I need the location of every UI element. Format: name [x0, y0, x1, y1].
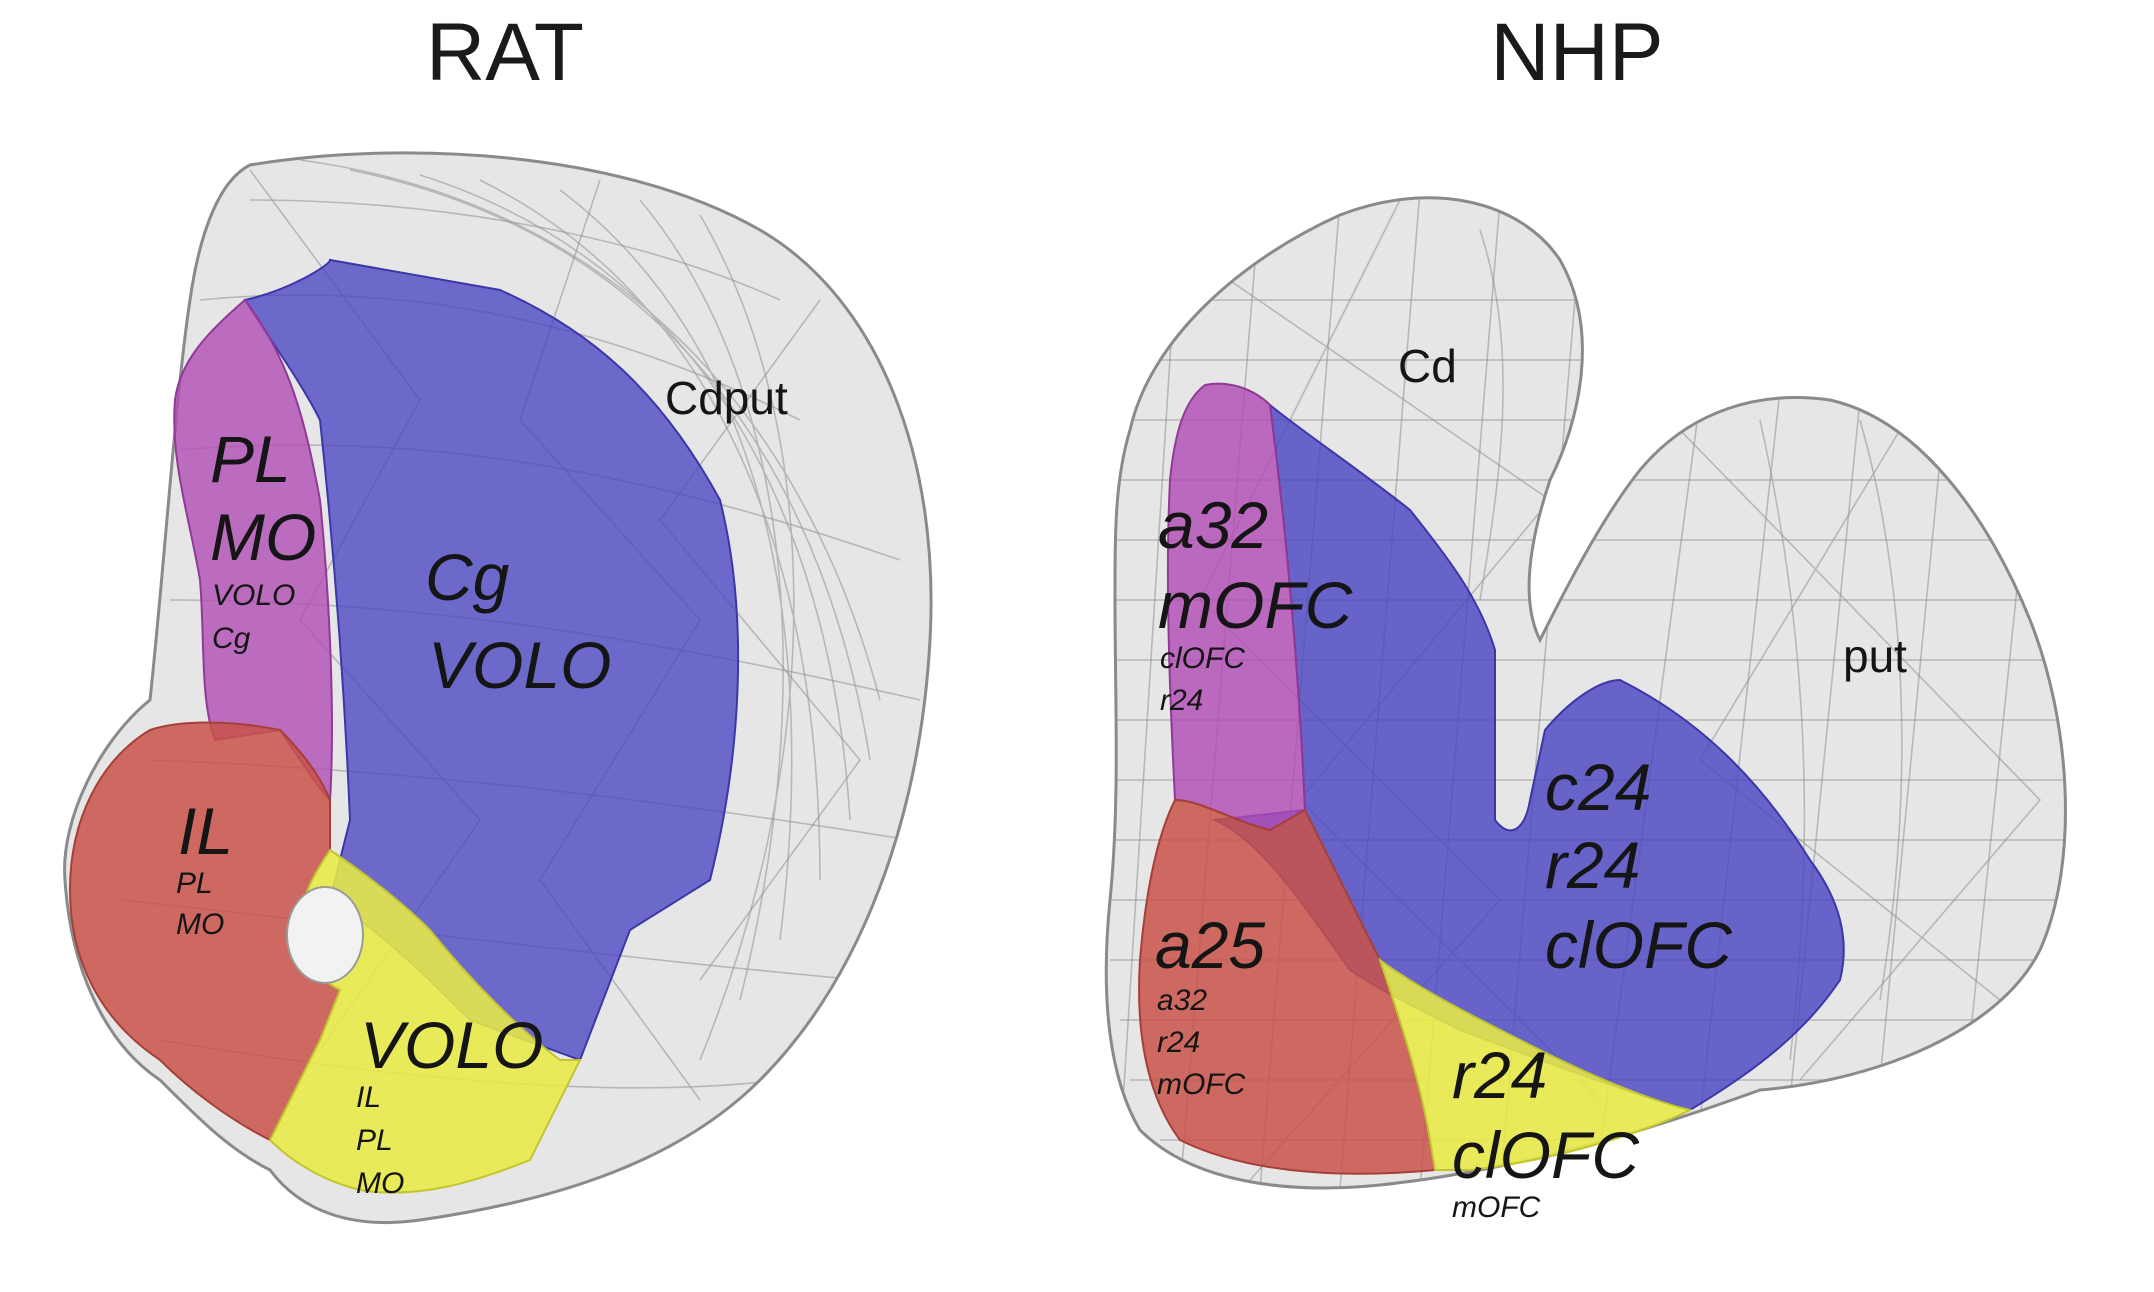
nhp-region-r24: [1378, 957, 1693, 1171]
rat-il-main-label: IL: [178, 794, 233, 868]
nhp-region-a25: [1138, 798, 1437, 1175]
nhp-r24-sub-label-1: mOFC: [1452, 1191, 1541, 1224]
rat-volo-sub-label-3: MO: [356, 1167, 404, 1200]
rat-title: RAT: [426, 7, 584, 98]
rat-pl-sub-label-1: VOLO: [212, 579, 295, 612]
nhp-panel: NHP Cd put a32 mOFC clOFC r24 c24 r24 cl…: [1104, 7, 2067, 1224]
rat-panel: RAT Cdput PL MO VOLO Cg Cg VOLO IL PL MO…: [63, 7, 933, 1224]
rat-volo-sub-label-2: PL: [356, 1124, 393, 1157]
nhp-a32-sub-label-1: clOFC: [1160, 642, 1245, 675]
nhp-title: NHP: [1490, 7, 1663, 98]
nhp-a32-main-label: a32: [1158, 488, 1268, 562]
nhp-a25-main-label: a25: [1155, 908, 1265, 982]
rat-il-sub-label-2: MO: [176, 908, 224, 941]
rat-volo-main-label: VOLO: [360, 1008, 543, 1082]
nhp-structure-label-put: put: [1843, 630, 1907, 682]
rat-pl-main-label: PL: [210, 422, 291, 496]
rat-il-sub-label-1: PL: [176, 867, 213, 900]
nhp-a25-sub-label-1: a32: [1157, 984, 1207, 1017]
nhp-r24-main-label: r24: [1452, 1038, 1547, 1112]
nhp-a25-sub-label-2: r24: [1157, 1026, 1200, 1059]
rat-pl-sub-label-2: Cg: [212, 622, 251, 655]
nhp-structure-label-cd: Cd: [1398, 340, 1457, 392]
rat-pl-main2-label: MO: [210, 500, 316, 574]
nhp-r24-main2-label: clOFC: [1452, 1118, 1640, 1192]
rat-anterior-commissure-hole: [286, 886, 364, 984]
rat-cg-main2-label: VOLO: [428, 628, 611, 702]
rat-volo-sub-label-1: IL: [356, 1081, 381, 1114]
nhp-a25-sub-label-3: mOFC: [1157, 1068, 1246, 1101]
nhp-c24-main-label: c24: [1545, 750, 1651, 824]
nhp-a32-sub-label-2: r24: [1160, 684, 1203, 717]
nhp-a32-main2-label: mOFC: [1158, 568, 1354, 642]
rat-structure-label-cdput: Cdput: [665, 372, 788, 424]
nhp-c24-main3-label: clOFC: [1545, 908, 1733, 982]
nhp-c24-main2-label: r24: [1545, 828, 1640, 902]
rat-cg-main-label: Cg: [425, 540, 510, 614]
rat-region-cg: [243, 258, 740, 1062]
